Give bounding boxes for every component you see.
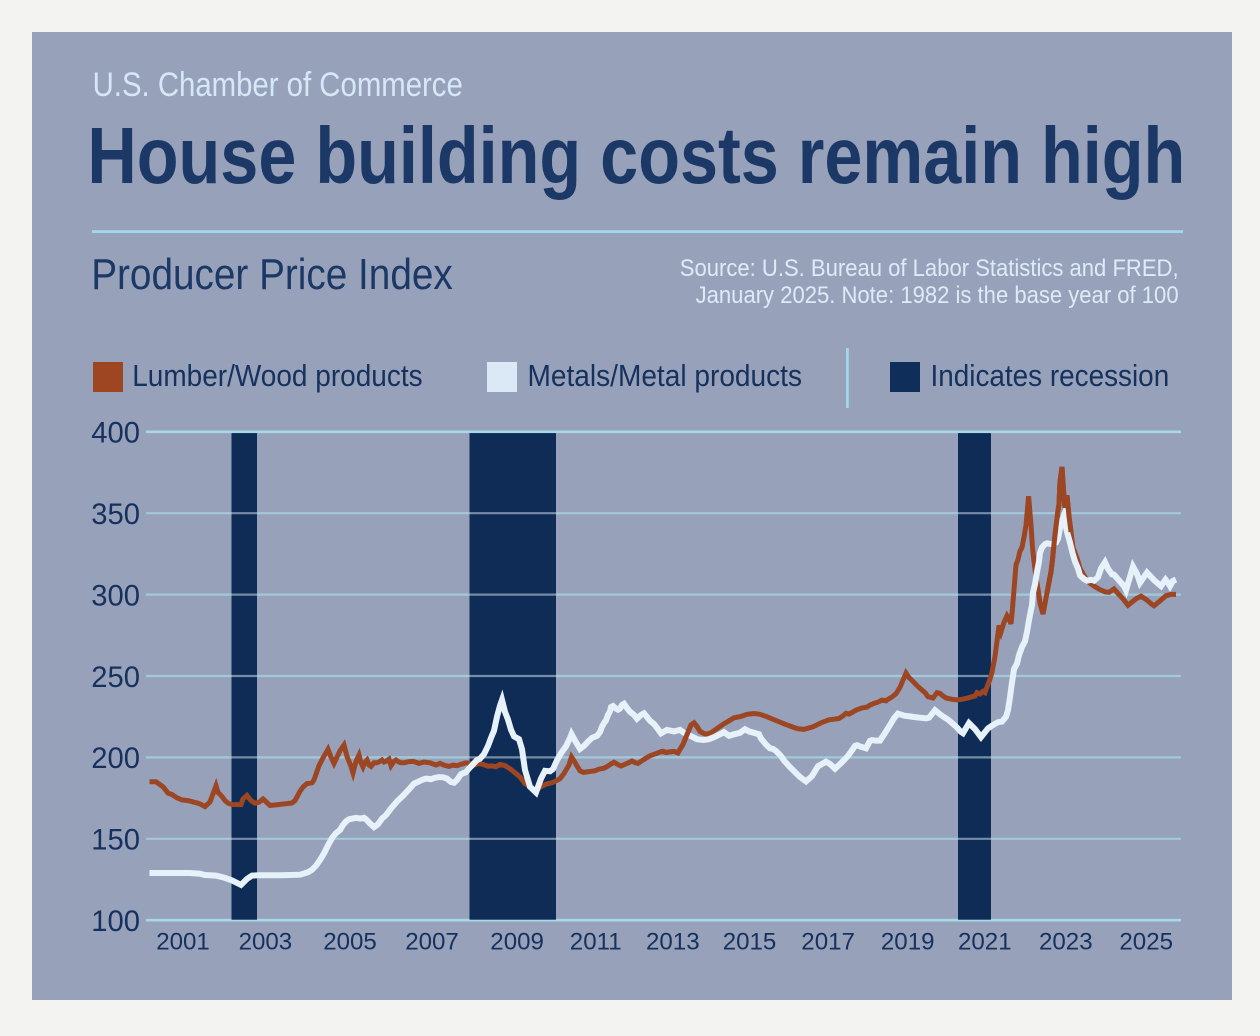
svg-text:350: 350 [91, 499, 140, 531]
svg-text:150: 150 [91, 825, 140, 857]
svg-text:2005: 2005 [323, 928, 377, 955]
svg-text:Lumber/Wood products: Lumber/Wood products [132, 359, 422, 394]
svg-text:2021: 2021 [958, 928, 1012, 955]
svg-text:300: 300 [91, 580, 140, 612]
svg-text:400: 400 [91, 418, 140, 450]
svg-text:Producer Price Index: Producer Price Index [91, 250, 453, 299]
svg-text:Metals/Metal products: Metals/Metal products [528, 359, 803, 394]
svg-text:250: 250 [91, 662, 140, 694]
svg-text:Source: U.S. Bureau of Labor S: Source: U.S. Bureau of Labor Statistics … [680, 254, 1179, 281]
svg-text:House building costs remain hi: House building costs remain high [87, 111, 1185, 200]
svg-text:200: 200 [91, 743, 140, 775]
svg-text:2003: 2003 [239, 928, 293, 955]
svg-text:2019: 2019 [881, 928, 935, 955]
svg-text:U.S. Chamber of Commerce: U.S. Chamber of Commerce [93, 65, 463, 104]
svg-text:2011: 2011 [570, 928, 622, 955]
svg-text:2025: 2025 [1119, 928, 1173, 955]
svg-text:2007: 2007 [405, 928, 459, 955]
svg-text:2017: 2017 [801, 928, 855, 955]
svg-text:2013: 2013 [646, 928, 700, 955]
svg-text:2015: 2015 [723, 928, 777, 955]
svg-text:100: 100 [91, 906, 140, 938]
svg-text:2001: 2001 [156, 928, 210, 955]
svg-text:2009: 2009 [490, 928, 544, 955]
svg-text:Indicates recession: Indicates recession [931, 359, 1170, 394]
svg-text:2023: 2023 [1039, 928, 1093, 955]
svg-text:January 2025. Note: 1982 is th: January 2025. Note: 1982 is the base yea… [696, 281, 1179, 308]
